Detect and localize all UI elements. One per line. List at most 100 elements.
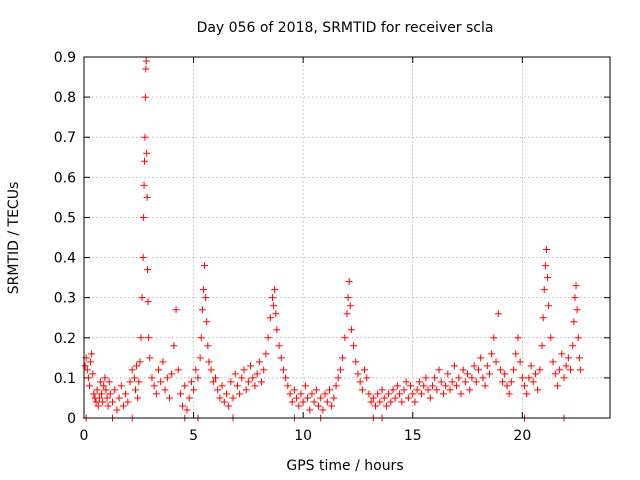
data-point [575,354,583,362]
data-point [461,378,469,386]
data-point [140,157,148,165]
data-point [448,378,456,386]
data-point [361,366,369,374]
data-point [102,386,110,394]
data-point [100,382,108,390]
data-point [140,213,148,221]
data-point [152,390,160,398]
data-point [312,386,320,394]
data-point [90,390,98,398]
data-point [277,354,285,362]
data-point [544,274,552,282]
data-point [558,350,566,358]
data-point [95,394,103,402]
data-point [385,390,393,398]
data-point [128,366,136,374]
data-point [499,378,507,386]
data-point [299,398,307,406]
data-point [229,394,237,402]
data-point [288,398,296,406]
data-point [551,370,559,378]
data-point [472,378,480,386]
data-point [132,386,140,394]
data-point [93,386,101,394]
data-point [92,398,100,406]
data-point [475,366,482,374]
data-point [83,366,91,374]
x-tick-label: 10 [294,428,312,444]
data-point [272,310,280,318]
data-point [297,390,305,398]
data-point [457,390,465,398]
data-point [212,374,219,382]
data-point [435,366,443,374]
x-tick-label: 5 [189,428,198,444]
data-point [203,318,211,326]
data-point [209,378,217,386]
data-point [290,386,298,394]
data-point [339,354,347,362]
data-point [304,394,312,402]
data-point [253,370,261,378]
data-point [124,398,132,406]
data-point [354,370,362,378]
data-point [356,378,364,386]
data-point [562,362,570,370]
data-point [108,398,116,406]
data-point [431,374,439,382]
data-point [145,334,153,342]
data-point [455,374,463,382]
data-point [418,390,426,398]
data-point [510,366,518,374]
data-point [105,378,113,386]
data-point [136,358,144,366]
data-point [490,334,498,342]
data-point [220,398,228,406]
data-point [284,382,292,390]
data-point [260,366,268,374]
data-point [174,366,182,374]
data-point [531,370,539,378]
data-point [139,254,147,262]
data-point [321,390,329,398]
data-point [301,382,309,390]
data-point [514,334,522,342]
data-point [317,394,325,402]
data-point [567,366,575,374]
data-point [505,390,513,398]
data-point [88,350,96,358]
data-point [477,354,485,362]
data-point [402,378,410,386]
data-point [512,350,520,358]
data-point [560,374,568,382]
data-point [214,386,222,394]
data-point [494,310,502,318]
data-point [345,278,353,286]
data-point [525,374,533,382]
data-point [481,382,489,390]
data-point [275,342,283,350]
data-point [218,382,226,390]
data-point [202,294,210,302]
data-point [547,334,555,342]
data-point [133,362,141,370]
data-point [518,374,526,382]
data-point [387,398,395,406]
data-point [444,370,452,378]
y-tick-label: 0.7 [54,130,76,146]
data-point [98,390,106,398]
data-point [446,386,454,394]
data-point [323,398,331,406]
data-point [144,266,152,274]
data-point [541,262,549,270]
data-point [286,390,294,398]
plot-frame [83,56,611,419]
data-point [545,302,553,310]
data-point [85,382,93,390]
data-point [393,382,401,390]
data-point [492,358,500,366]
data-point [176,390,184,398]
axis-ticks: 0 0.1 0.2 0.3 0.4 0.5 0.6 0.7 0.8 0.9 0 5 10 15 20 [54,50,610,444]
data-point [225,402,233,410]
data-point [249,374,257,382]
